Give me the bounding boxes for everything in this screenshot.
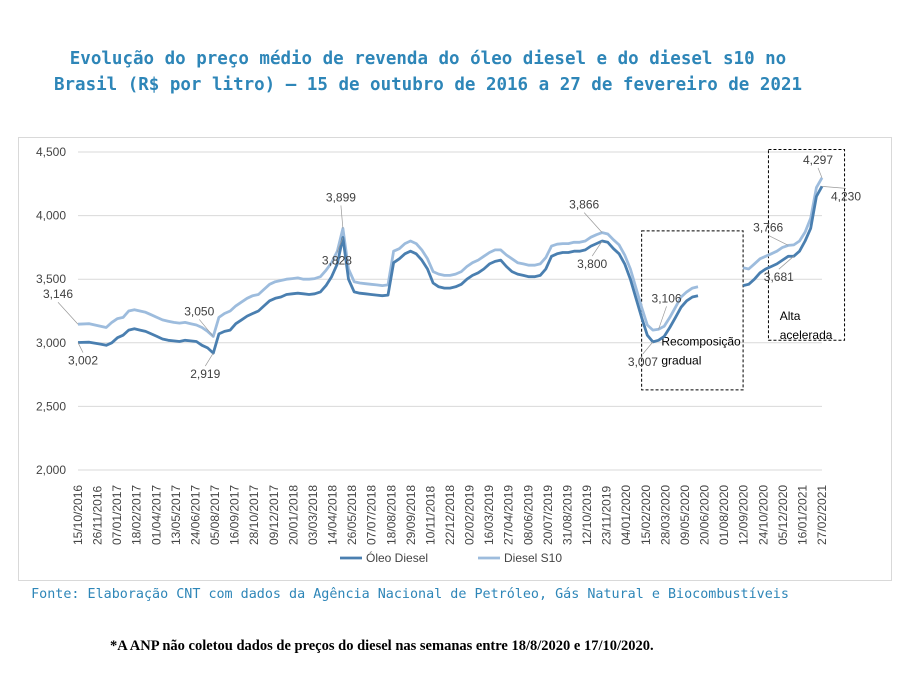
data-label-leader (642, 341, 654, 355)
x-tick-label: 09/12/2017 (267, 485, 281, 545)
legend-item: Óleo Diesel (366, 550, 428, 565)
x-tick-label: 18/08/2018 (384, 485, 398, 545)
data-label-leader (57, 301, 79, 325)
y-tick-label: 4,000 (36, 209, 66, 223)
x-tick-label: 26/11/2016 (91, 486, 105, 545)
y-tick-label: 2,500 (36, 399, 66, 413)
data-label-leader (77, 342, 84, 353)
x-tick-label: 07/01/2017 (110, 485, 124, 545)
data-label: 4,230 (831, 189, 861, 203)
x-tick-label: 07/07/2018 (365, 485, 379, 545)
annotation-box (767, 148, 846, 341)
x-tick-label: 13/05/2017 (169, 485, 183, 545)
x-tick-label: 20/01/2018 (286, 485, 300, 545)
data-label-leader (340, 205, 344, 229)
annotation-label: Alta acelerada (780, 309, 833, 342)
chart-frame (18, 137, 892, 581)
x-tick-label: 18/02/2017 (130, 485, 144, 545)
x-tick-label: 08/06/2019 (521, 485, 535, 545)
x-tick-label: 09/05/2020 (678, 485, 692, 545)
x-tick-label: 29/09/2018 (404, 485, 418, 545)
x-tick-label: 04/01/2020 (619, 485, 633, 545)
y-tick-label: 3,000 (36, 336, 66, 350)
legend-item: Diesel S10 (504, 551, 562, 565)
x-tick-label: 12/10/2019 (580, 485, 594, 545)
x-tick-label: 10/11/2018 (423, 486, 437, 545)
x-tick-label: 01/08/2020 (717, 485, 731, 545)
x-tick-label: 16/03/2019 (482, 485, 496, 545)
x-tick-label: 31/08/2019 (560, 485, 574, 545)
data-label: 3,002 (68, 354, 98, 368)
data-label: 3,007 (628, 355, 658, 369)
source-note: Fonte: Elaboração CNT com dados da Agênc… (31, 587, 789, 602)
data-label-leader (768, 235, 789, 246)
data-label-leader (821, 185, 847, 189)
x-tick-label: 16/01/2021 (795, 485, 809, 545)
series-line-diesel-s10 (77, 227, 699, 338)
x-tick-label: 14/04/2018 (326, 485, 340, 545)
footnote: *A ANP não coletou dados de preços do di… (110, 638, 654, 654)
x-tick-label: 20/06/2020 (698, 485, 712, 545)
data-label: 3,828 (322, 253, 352, 267)
series-line-oleo-diesel (77, 236, 699, 355)
x-tick-label: 15/02/2020 (639, 485, 653, 545)
y-tick-label: 2,000 (36, 463, 66, 477)
x-tick-label: 23/11/2019 (600, 486, 614, 545)
annotation-label: Recomposição gradual (661, 334, 741, 367)
x-tick-label: 28/10/2017 (247, 485, 261, 545)
data-label-leader (591, 240, 603, 257)
x-tick-label: 24/06/2017 (188, 485, 202, 545)
data-label-leader (336, 237, 344, 253)
series-line-oleo-diesel (742, 185, 824, 287)
data-label-leader (583, 212, 603, 233)
data-label-leader (204, 352, 214, 367)
data-label-leader (658, 306, 667, 330)
data-label-leader (778, 255, 795, 270)
x-tick-label: 01/04/2017 (149, 485, 163, 545)
y-tick-label: 3,500 (36, 272, 66, 286)
x-tick-label: 03/03/2018 (306, 485, 320, 545)
data-label: 3,899 (326, 190, 356, 204)
x-tick-label: 05/12/2020 (776, 485, 790, 545)
data-label-leader (199, 319, 214, 337)
x-tick-label: 27/02/2021 (815, 485, 829, 545)
chart-title: Evolução do preço médio de revenda do ól… (53, 49, 803, 95)
x-tick-label: 05/08/2017 (208, 485, 222, 545)
x-tick-label: 15/10/2016 (71, 485, 85, 545)
data-label: 2,919 (190, 367, 220, 381)
x-tick-label: 12/09/2020 (737, 485, 751, 545)
data-label: 3,050 (184, 304, 214, 318)
data-label: 4,297 (803, 153, 833, 167)
data-label-leader (817, 167, 823, 178)
x-tick-label: 24/10/2020 (756, 485, 770, 545)
x-tick-label: 20/07/2019 (541, 485, 555, 545)
data-label: 3,866 (569, 198, 599, 212)
data-label: 3,681 (764, 270, 794, 284)
x-tick-label: 02/02/2019 (463, 485, 477, 545)
y-tick-label: 4,500 (36, 145, 66, 159)
x-tick-label: 22/12/2018 (443, 485, 457, 545)
x-tick-label: 26/05/2018 (345, 485, 359, 545)
x-tick-label: 28/03/2020 (658, 485, 672, 545)
data-label: 3,106 (652, 291, 682, 305)
x-tick-label: 27/04/2019 (502, 485, 516, 545)
x-tick-label: 16/09/2017 (228, 485, 242, 545)
series-line-diesel-s10 (742, 177, 824, 271)
data-label: 3,146 (43, 287, 73, 301)
data-label: 3,766 (753, 220, 783, 234)
data-label: 3,800 (577, 257, 607, 271)
